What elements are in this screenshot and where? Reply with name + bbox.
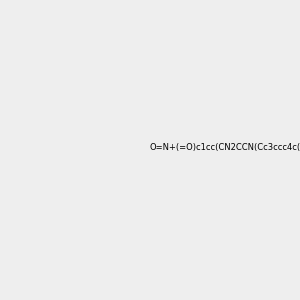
Text: O=N+(=O)c1cc(CN2CCN(Cc3ccc4c(c3)OCO4)CC2)cc(OC)c1OC: O=N+(=O)c1cc(CN2CCN(Cc3ccc4c(c3)OCO4)CC2… xyxy=(150,143,300,152)
